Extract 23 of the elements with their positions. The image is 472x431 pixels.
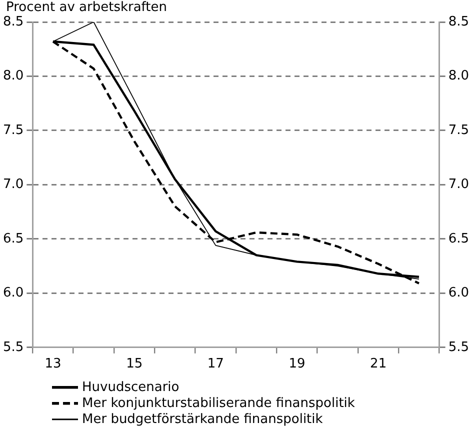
- chart-title: Procent av arbetskraften: [6, 0, 167, 15]
- y-tick-label: 6.0: [2, 286, 24, 301]
- x-tick-label: 15: [126, 356, 143, 372]
- y2-tick-label: 8.0: [448, 68, 470, 84]
- x-tick-label: 17: [207, 356, 224, 372]
- y2-tick-label: 5.5: [448, 340, 470, 355]
- y-tick-label: 7.5: [2, 122, 24, 138]
- y-tick-label: 7.0: [2, 177, 24, 192]
- y-tick-label: 5.5: [2, 340, 24, 355]
- x-tick-label: 21: [370, 356, 387, 372]
- legend-label: Huvudscenario: [82, 380, 180, 395]
- y2-tick-label: 6.5: [448, 231, 470, 246]
- y2-tick-label: 6.0: [448, 286, 470, 301]
- y2-tick-label: 7.5: [448, 122, 470, 138]
- x-tick-label: 13: [44, 356, 62, 372]
- y-tick-label: 6.5: [2, 231, 24, 246]
- y2-tick-label: 7.0: [448, 177, 470, 192]
- legend-label: Mer konjunkturstabiliserande finanspolitik: [82, 396, 356, 411]
- x-tick-label: 19: [288, 356, 306, 372]
- y2-tick-label: 8.5: [448, 14, 470, 30]
- y-tick-label: 8.0: [2, 68, 24, 84]
- y-tick-label: 8.5: [2, 14, 24, 30]
- legend-label: Mer budgetförstärkande finanspolitik: [82, 412, 324, 427]
